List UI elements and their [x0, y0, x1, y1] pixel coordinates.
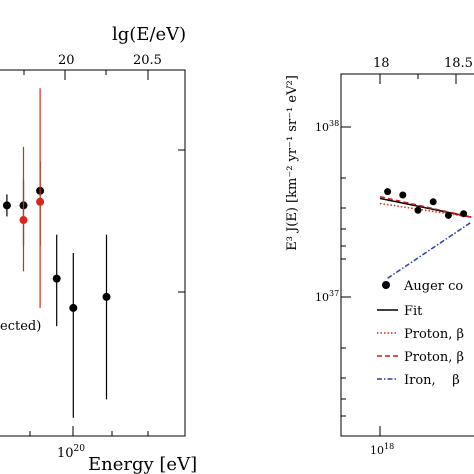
left-bottom-tick-label-1e20: 1020 — [57, 444, 85, 461]
legend-label-proton-1: Proton, β — [404, 327, 464, 342]
right-top-tick-label-18-5: 18.5 — [444, 56, 473, 71]
right-data-point — [429, 198, 437, 206]
legend-marker-auger — [382, 281, 390, 289]
right-y-tick-exponent: 38 — [329, 119, 339, 128]
left-point-black — [69, 303, 78, 312]
right-bottom-tick-label-1e18: 1018 — [370, 442, 394, 457]
left-point-black — [2, 201, 11, 210]
right-data-point — [384, 188, 392, 196]
legend-label-proton-2: Proton, β — [404, 350, 464, 365]
fit-line — [379, 197, 472, 218]
right-data-point — [460, 210, 468, 218]
right-model-lines — [379, 195, 472, 279]
right-legend: Auger co Fit Proton, β Proton, β Iron, β — [377, 279, 464, 388]
legend-label-fit: Fit — [404, 304, 423, 319]
left-point-red — [36, 197, 45, 206]
left-point-black — [102, 292, 111, 301]
right-top-tick-label-18: 18 — [373, 56, 390, 71]
left-x-axis-label: Energy [eV] — [88, 454, 197, 474]
right-bottom-tick-exponent: 18 — [384, 442, 394, 451]
right-y-tick-label-1e37: 1037 — [315, 289, 339, 304]
left-top-axis-label: lg(E/eV) — [112, 24, 186, 45]
right-data-point — [444, 211, 452, 219]
legend-label-iron: Iron, β — [404, 373, 460, 388]
right-chart: 18 18.5 1038 1037 1018 E³ J(E) [km⁻² yr⁻… — [285, 56, 474, 457]
left-point-black — [52, 274, 61, 283]
left-top-tick-label-20-5: 20.5 — [133, 53, 162, 68]
right-data-points — [384, 188, 468, 219]
iron-dashdot-line — [387, 221, 472, 279]
left-point-red — [19, 216, 28, 225]
right-y-tick-label-1e38: 1038 — [315, 119, 339, 134]
right-y-tick-exponent: 37 — [329, 289, 339, 298]
left-chart: lg(E/eV) 20 20.5 1020 Energy [eV] ected) — [0, 24, 197, 474]
legend-label-auger: Auger co — [403, 279, 463, 294]
left-bottom-tick-exponent: 20 — [74, 444, 86, 454]
proton-dotted-line — [379, 202, 472, 218]
left-plot-frame — [0, 69, 186, 437]
left-annotation-fragment: ected) — [0, 319, 41, 334]
left-top-tick-label-20: 20 — [58, 53, 75, 68]
right-plot-frame — [340, 73, 474, 437]
left-data-points — [2, 88, 111, 418]
right-y-axis-label: E³ J(E) [km⁻² yr⁻¹ sr⁻¹ eV²] — [285, 75, 300, 251]
right-data-point — [414, 206, 422, 214]
right-data-point — [399, 191, 407, 199]
